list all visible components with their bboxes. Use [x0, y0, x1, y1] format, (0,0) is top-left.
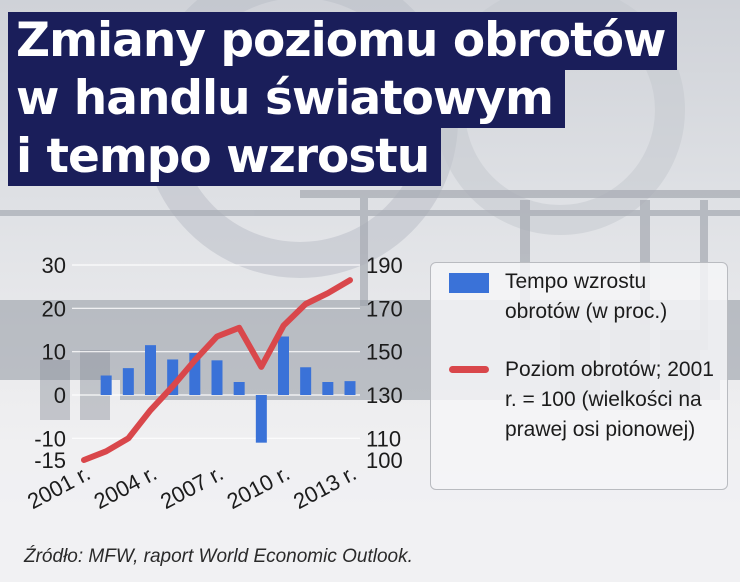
legend-bar-swatch	[449, 273, 489, 293]
right-tick-label: 110	[366, 426, 401, 451]
line-point-2001 r.	[83, 459, 85, 461]
source-note: Źródło: MFW, raport World Economic Outlo…	[24, 546, 413, 567]
chart-title-line-2: w handlu światowym	[8, 70, 566, 128]
x-tick-label: 2004 r.	[90, 460, 161, 514]
left-tick-label: 0	[54, 383, 66, 408]
right-tick-label: 130	[366, 383, 403, 408]
bar-2009	[255, 395, 267, 443]
line-point-2006	[194, 359, 196, 361]
bar-2003	[122, 368, 134, 395]
bar-2006	[189, 352, 201, 395]
line-point-2010 r.	[283, 325, 284, 327]
grid-lines	[72, 264, 360, 439]
legend-bar-label: Tempo wzrostu obrotów (w proc.)	[505, 270, 668, 323]
x-tick-label: 2007 r.	[156, 460, 227, 514]
line-series	[81, 277, 353, 463]
line-point-2003	[127, 437, 129, 439]
right-tick-label: 150	[366, 340, 403, 365]
chart-title-line-3: i tempo wzrostu	[8, 128, 442, 186]
bar-series	[100, 336, 356, 443]
bar-2004 r.	[145, 345, 156, 395]
line-point-2012	[327, 292, 329, 294]
bar-2012	[322, 382, 334, 395]
x-axis-ticks: 2001 r.2004 r.2007 r.2010 r.2013 r.	[23, 460, 360, 514]
line-point-2002	[105, 450, 107, 452]
left-tick-label: -10	[34, 426, 66, 451]
bar-2002	[100, 375, 112, 395]
legend-line-swatch	[449, 366, 489, 373]
left-tick-label: 30	[42, 253, 66, 278]
right-tick-label: 100	[366, 448, 403, 473]
bar-2013 r.	[344, 381, 356, 395]
left-tick-label: 20	[42, 296, 66, 321]
left-tick-label: 10	[42, 340, 66, 365]
legend: Tempo wzrostu obrotów (w proc.) Poziom o…	[430, 262, 728, 490]
line-point-2005	[172, 385, 174, 387]
left-tick-label: -15	[34, 448, 66, 473]
bar-2010 r.	[278, 336, 289, 395]
line-point-2011	[305, 303, 307, 305]
line-point-2008	[238, 327, 240, 329]
line-point-2009	[260, 366, 262, 368]
right-tick-label: 170	[366, 296, 403, 321]
line-point-2013 r.	[349, 279, 351, 281]
bar-2005	[167, 359, 179, 395]
legend-line-label: Poziom obrotów; 2001 r. = 100 (wielkości…	[505, 358, 714, 441]
x-tick-label: 2010 r.	[223, 460, 294, 514]
bar-2011	[300, 367, 312, 395]
x-tick-label: 2013 r.	[289, 460, 360, 514]
line-point-2004 r.	[150, 409, 151, 411]
right-tick-label: 190	[366, 253, 403, 278]
left-axis-ticks: 30 20 10 0 -10-15	[34, 253, 66, 473]
bar-2008	[233, 382, 245, 395]
bar-2007 r.	[211, 360, 223, 395]
line-point-2007 r.	[216, 336, 218, 337]
chart-title-line-1: Zmiany poziomu obrotów	[8, 12, 678, 70]
